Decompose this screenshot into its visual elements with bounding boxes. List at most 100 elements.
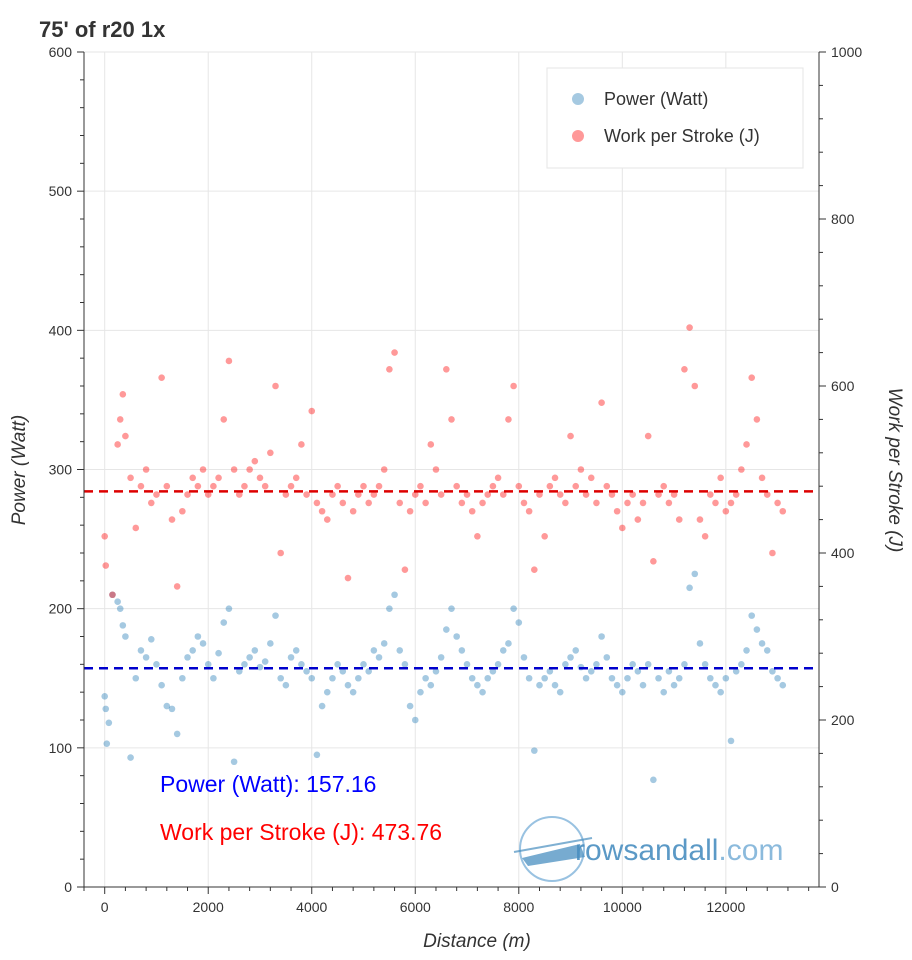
power-point xyxy=(515,619,523,626)
work-point xyxy=(215,474,222,482)
power-point xyxy=(763,647,771,654)
work-point xyxy=(670,491,678,498)
power-point xyxy=(235,667,243,675)
power-point xyxy=(520,654,528,661)
y2-axis-title: Work per Stroke (J) xyxy=(884,388,905,553)
work-point xyxy=(308,407,316,415)
power-point xyxy=(551,681,559,689)
legend: Power (Watt) Work per Stroke (J) xyxy=(546,67,804,169)
power-point xyxy=(758,640,766,647)
power-point xyxy=(308,674,316,682)
work-point xyxy=(210,482,217,490)
power-point xyxy=(199,640,207,647)
work-point xyxy=(298,441,305,448)
power-point xyxy=(313,751,321,759)
power-point xyxy=(267,640,274,647)
work-point xyxy=(525,507,533,515)
x-axis-title: Distance (m) xyxy=(423,931,531,952)
x-tick-label: 6000 xyxy=(400,899,431,915)
power-point xyxy=(582,674,590,682)
work-point xyxy=(707,491,714,498)
power-point xyxy=(406,702,414,710)
power-point xyxy=(158,681,165,689)
x-tick-label: 4000 xyxy=(296,899,327,915)
work-point xyxy=(220,416,228,423)
legend-work-label: Work per Stroke (J) xyxy=(604,126,760,146)
power-point xyxy=(701,661,709,668)
power-point xyxy=(427,681,435,689)
work-point xyxy=(153,491,160,498)
power-point xyxy=(655,674,662,682)
work-point xyxy=(577,466,585,473)
work-point xyxy=(675,516,683,523)
power-point xyxy=(437,654,445,661)
work-point xyxy=(494,474,502,482)
power-point xyxy=(443,626,450,633)
power-point xyxy=(241,661,248,668)
work-point xyxy=(380,466,388,473)
work-point xyxy=(282,491,290,498)
work-point xyxy=(624,499,631,507)
power-point xyxy=(251,647,259,654)
work-point xyxy=(717,474,724,482)
power-point xyxy=(510,605,517,612)
work-point xyxy=(235,491,243,498)
power-point xyxy=(603,654,611,661)
power-point xyxy=(204,661,212,668)
work-point xyxy=(681,366,688,373)
power-point xyxy=(168,705,176,713)
power-point xyxy=(505,640,512,647)
x-axis: 0 2000 4000 6000 8000 10000 12000 xyxy=(83,887,810,915)
power-point xyxy=(173,730,181,738)
power-point xyxy=(675,674,683,682)
power-point xyxy=(629,661,636,668)
work-point xyxy=(660,482,668,490)
x-tick-label: 12000 xyxy=(706,899,745,915)
power-point xyxy=(370,647,378,654)
work-point xyxy=(204,491,212,498)
work-point xyxy=(406,507,414,515)
work-point xyxy=(132,524,140,532)
power-point xyxy=(474,681,481,689)
power-point xyxy=(572,647,580,654)
work-point xyxy=(613,507,621,515)
work-point xyxy=(116,416,124,423)
work-point xyxy=(644,432,652,440)
work-point xyxy=(122,432,129,440)
work-point xyxy=(474,533,481,540)
power-point xyxy=(375,654,383,661)
work-point xyxy=(758,474,766,482)
power-point xyxy=(748,612,756,619)
y2-tick-label: 600 xyxy=(831,378,855,394)
power-point xyxy=(727,737,735,745)
work-point xyxy=(360,482,367,490)
work-point xyxy=(629,491,636,498)
power-point xyxy=(463,661,471,668)
power-point xyxy=(753,626,761,633)
power-point xyxy=(468,674,476,682)
power-point xyxy=(127,754,134,761)
power-point xyxy=(386,605,393,612)
work-point xyxy=(241,482,248,490)
power-point xyxy=(598,633,605,640)
work-point xyxy=(375,482,383,490)
power-point xyxy=(272,612,279,619)
work-point xyxy=(453,482,460,490)
power-point xyxy=(458,647,466,654)
work-point xyxy=(142,466,150,473)
y-tick-label: 0 xyxy=(64,879,72,895)
work-point xyxy=(391,349,398,356)
work-point xyxy=(701,533,709,540)
work-point xyxy=(696,516,704,523)
power-point xyxy=(261,658,269,665)
work-point xyxy=(386,366,393,373)
y-tick-label: 200 xyxy=(49,601,73,617)
power-point xyxy=(541,674,548,682)
power-point xyxy=(194,633,202,640)
watermark-text-suffix: .com xyxy=(718,834,783,867)
work-point xyxy=(443,366,450,373)
series-power xyxy=(101,570,787,784)
work-point xyxy=(287,482,295,490)
x-tick-label: 10000 xyxy=(603,899,642,915)
